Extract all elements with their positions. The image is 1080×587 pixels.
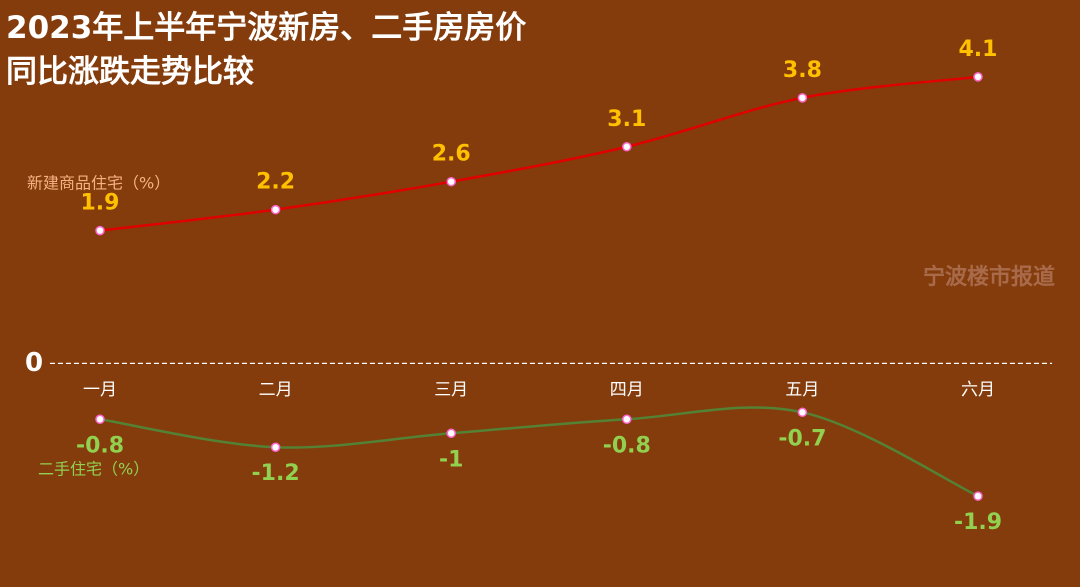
series-line (99, 75, 979, 232)
point (446, 428, 456, 439)
data-label: 3.1 (607, 107, 646, 132)
point (270, 442, 281, 452)
data-label: 4.1 (959, 37, 998, 62)
y-tick-label: 0 (25, 348, 43, 378)
data-label: -1.9 (954, 510, 1002, 535)
data-label: -0.8 (603, 433, 651, 458)
point (270, 204, 281, 215)
x-tick-label: 四月 (610, 380, 644, 400)
data-label: -0.8 (76, 433, 124, 458)
series-line (99, 406, 979, 498)
data-label: -0.7 (778, 426, 826, 451)
point (973, 72, 983, 82)
point (95, 225, 105, 236)
data-label: 1.9 (81, 191, 120, 216)
data-label: 3.8 (783, 58, 822, 83)
x-tick-label: 六月 (961, 380, 995, 400)
x-tick-label: 三月 (434, 380, 468, 400)
x-tick-label: 二月 (259, 380, 293, 400)
series-name: 二手住宅（%） (38, 460, 149, 479)
point (797, 407, 808, 418)
x-tick-label: 五月 (785, 380, 819, 400)
point (797, 93, 808, 103)
x-tick-label: 一月 (83, 380, 117, 400)
point (622, 414, 632, 425)
point (446, 176, 456, 187)
series-name: 新建商品住宅（%） (27, 174, 170, 193)
point (95, 414, 105, 425)
data-label: -1.2 (252, 461, 300, 486)
point (973, 491, 983, 501)
data-label: -1 (439, 447, 463, 472)
watermark: 宁波楼市报道 (923, 264, 1055, 290)
chart-title: 2023年上半年宁波新房、二手房房价同比涨跌走势比较 (6, 10, 527, 90)
point (622, 142, 632, 152)
data-label: 2.6 (432, 142, 471, 167)
data-label: 2.2 (256, 170, 295, 195)
